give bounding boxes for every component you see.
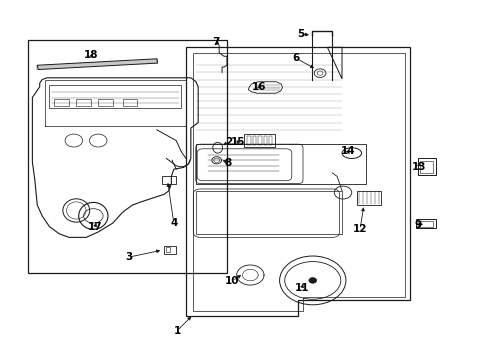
Bar xyxy=(122,99,137,107)
Bar xyxy=(243,134,275,147)
Bar xyxy=(49,85,181,108)
Circle shape xyxy=(308,278,316,283)
Bar xyxy=(195,144,366,184)
Bar xyxy=(163,246,176,253)
Bar xyxy=(98,99,113,107)
Bar xyxy=(247,136,250,145)
Text: 6: 6 xyxy=(291,53,299,63)
Text: 11: 11 xyxy=(294,283,308,293)
Text: 16: 16 xyxy=(251,82,266,92)
Text: 13: 13 xyxy=(411,162,426,172)
Bar xyxy=(263,136,266,145)
Bar xyxy=(417,158,435,175)
Text: 14: 14 xyxy=(340,146,354,156)
Bar xyxy=(356,191,380,205)
Bar xyxy=(419,161,432,173)
Bar xyxy=(54,99,69,107)
Bar xyxy=(76,99,91,107)
Text: 15: 15 xyxy=(230,137,244,147)
Bar xyxy=(268,136,272,145)
Bar xyxy=(27,40,227,273)
Text: 4: 4 xyxy=(170,218,177,228)
Bar xyxy=(165,247,170,252)
Bar xyxy=(258,136,261,145)
Text: 8: 8 xyxy=(224,158,232,168)
Text: 5: 5 xyxy=(296,29,304,39)
Bar xyxy=(161,176,176,184)
Bar xyxy=(252,136,256,145)
Text: 12: 12 xyxy=(352,225,366,234)
Text: 10: 10 xyxy=(224,276,239,286)
Text: 3: 3 xyxy=(125,252,132,262)
Bar xyxy=(195,191,341,234)
Bar xyxy=(417,221,432,227)
Text: 7: 7 xyxy=(212,37,220,47)
Text: 2: 2 xyxy=(224,137,232,147)
Text: 9: 9 xyxy=(413,220,420,230)
Text: 17: 17 xyxy=(87,222,102,232)
Polygon shape xyxy=(37,59,158,69)
Text: 1: 1 xyxy=(173,325,181,336)
Text: 18: 18 xyxy=(83,50,98,60)
